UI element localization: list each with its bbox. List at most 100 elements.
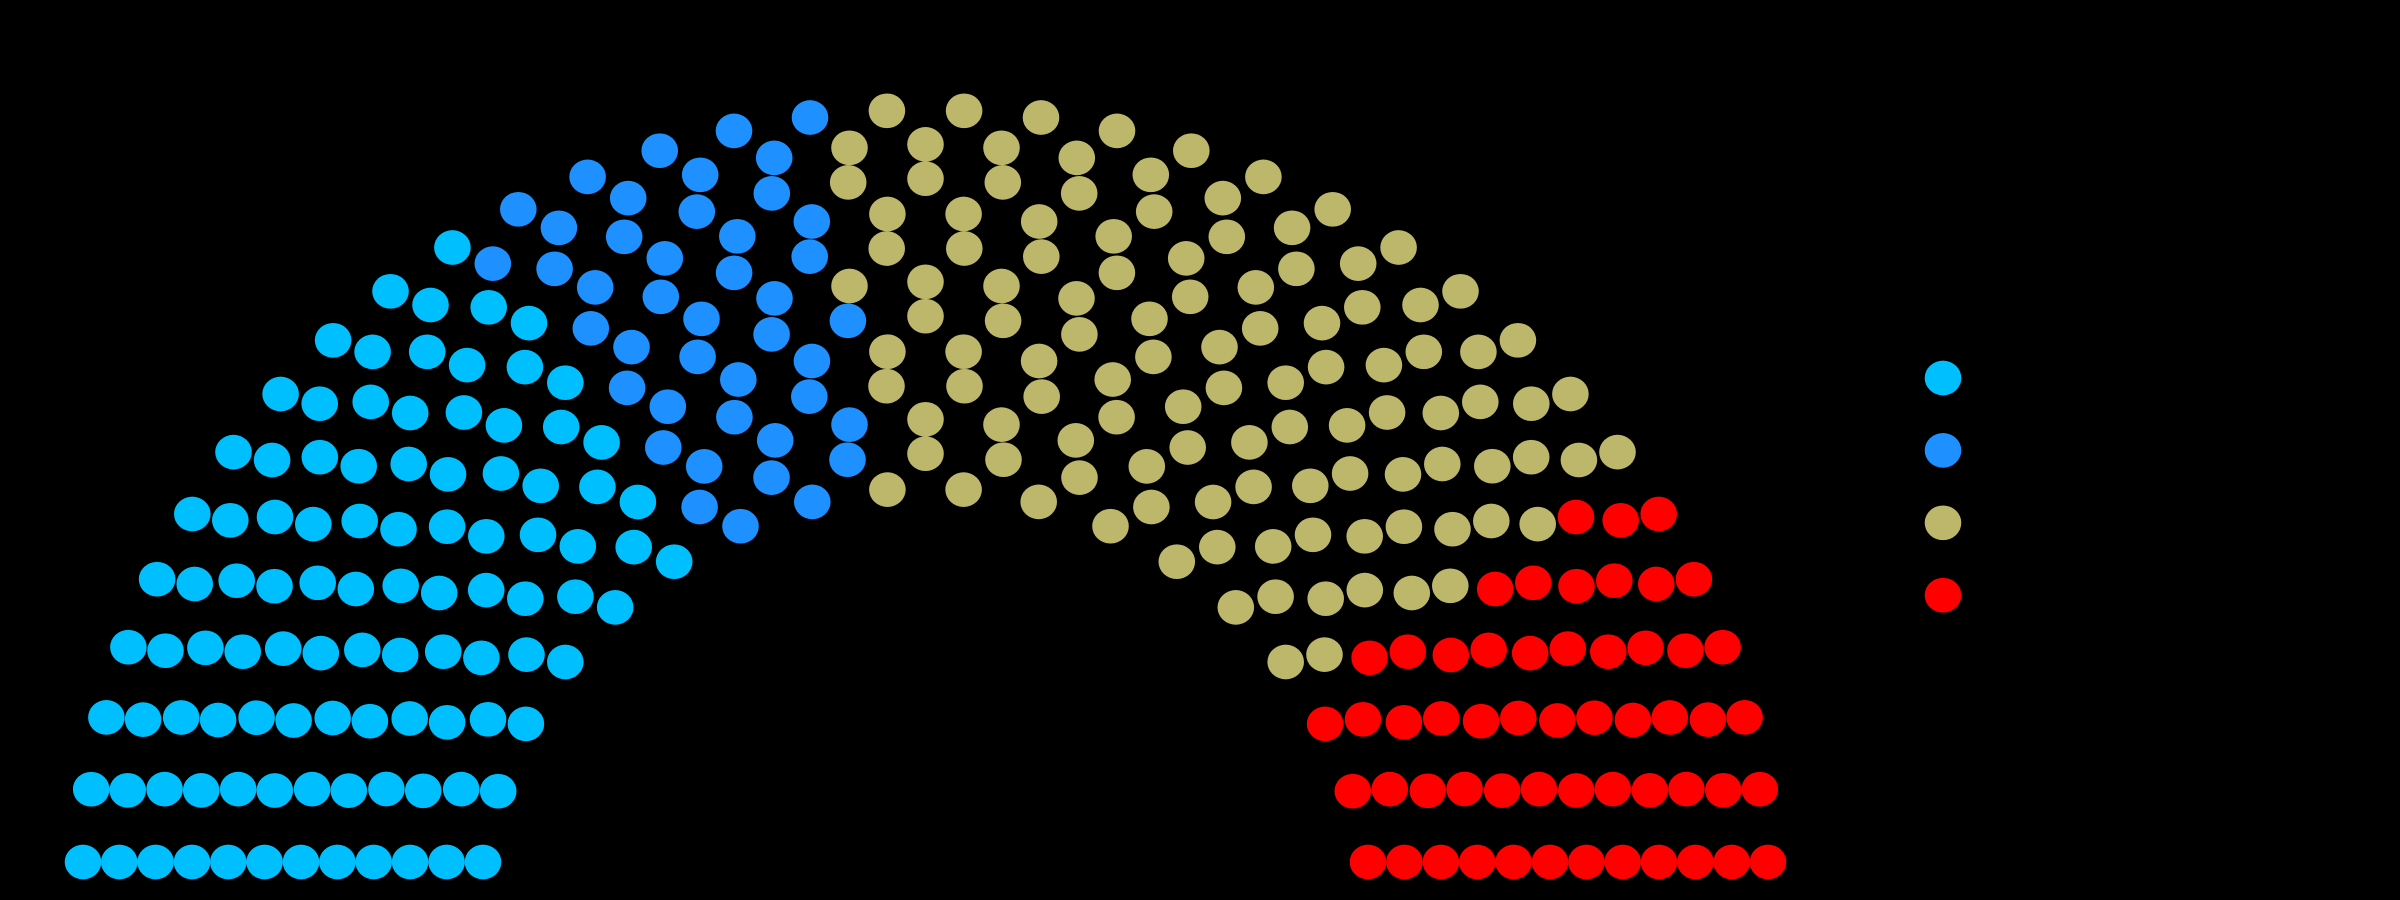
seat-dot	[256, 499, 294, 535]
seat-dot	[434, 230, 471, 265]
seat-dot	[1344, 701, 1382, 737]
seat-dot	[219, 771, 257, 807]
seat-dot	[1462, 384, 1499, 420]
seat-dot	[1173, 133, 1210, 169]
seat-dot	[793, 204, 831, 239]
seat-dot	[464, 844, 502, 880]
seat-dot	[756, 281, 793, 316]
seat-dot	[1132, 157, 1170, 193]
seat-dot	[264, 631, 302, 666]
seat-dot	[1385, 704, 1423, 740]
seat-dot	[275, 703, 312, 738]
seat-dot	[1741, 771, 1779, 807]
seat-dot	[314, 700, 352, 736]
seat-dot	[428, 844, 465, 880]
seat-dot	[1208, 219, 1246, 255]
seat-dot	[428, 509, 466, 545]
seat-dot	[212, 502, 249, 538]
seat-dot	[1380, 230, 1417, 265]
seat-dot	[576, 270, 614, 305]
seat-dot	[679, 339, 716, 375]
seat-dot	[945, 196, 982, 232]
seat-dot	[1194, 484, 1232, 520]
seat-dot	[984, 165, 1022, 200]
seat-dot	[299, 565, 337, 601]
seat-dot	[344, 632, 381, 668]
seat-dot	[646, 241, 684, 276]
seat-dot	[354, 334, 391, 370]
seat-dot	[608, 370, 646, 406]
seat-dot	[1020, 343, 1058, 379]
seat-dot	[1131, 301, 1168, 337]
seat-dot	[1098, 255, 1136, 291]
seat-dot	[380, 511, 417, 547]
seat-dot	[1675, 561, 1713, 597]
seat-dot	[1334, 773, 1372, 809]
seat-dot	[1568, 844, 1605, 880]
seat-dot	[1292, 468, 1329, 504]
seat-dot	[1515, 565, 1552, 601]
seat-dot	[1171, 279, 1209, 315]
seat-dot	[1552, 376, 1589, 412]
seat-dot	[302, 635, 340, 671]
seat-dot	[1667, 633, 1704, 669]
seat-dot	[1640, 496, 1677, 532]
legend-swatch-party-cyan	[1924, 360, 1962, 396]
seat-dot	[1539, 703, 1576, 738]
seat-dot	[678, 194, 716, 229]
seat-dot	[351, 703, 389, 739]
seat-dot	[1393, 575, 1431, 611]
seat-dot	[352, 384, 390, 420]
seat-dot	[536, 251, 573, 287]
seat-dot	[174, 496, 211, 532]
seat-dot	[330, 773, 368, 808]
seat-dot	[1677, 844, 1714, 880]
seat-dot	[442, 771, 480, 807]
seat-dot	[1434, 511, 1471, 547]
seat-dot	[1095, 218, 1132, 254]
seat-dot	[868, 231, 905, 266]
legend-swatch-party-red	[1924, 577, 1962, 613]
seat-dot	[642, 279, 680, 315]
seat-dot	[428, 704, 466, 740]
seat-dot	[569, 159, 606, 195]
seat-dot	[755, 140, 793, 176]
seat-dot	[1446, 771, 1483, 807]
seat-dot	[182, 773, 220, 808]
seat-dot	[1023, 239, 1060, 274]
seat-dot	[469, 701, 507, 737]
seat-dot	[1590, 634, 1627, 670]
seat-dot	[482, 456, 520, 491]
seat-dot	[1474, 448, 1511, 484]
seat-dot	[1344, 289, 1381, 325]
seat-dot	[1704, 629, 1741, 665]
seat-dot	[256, 568, 293, 604]
seat-dot	[1713, 844, 1750, 880]
seat-dot	[1061, 317, 1098, 352]
seat-dot	[391, 701, 429, 736]
seat-dot	[985, 442, 1022, 478]
seat-dot	[355, 844, 393, 880]
seat-dot	[445, 395, 483, 430]
seat-dot	[753, 317, 790, 352]
seat-dot	[613, 329, 650, 365]
seat-dot	[1058, 281, 1095, 316]
seat-dot	[1470, 632, 1507, 668]
seat-dot	[540, 210, 578, 246]
seat-dot	[176, 566, 213, 602]
seat-dot	[715, 255, 753, 291]
seat-dot	[391, 395, 429, 431]
seat-dot	[479, 773, 517, 809]
seat-dot	[1167, 241, 1205, 276]
seat-dot	[557, 579, 594, 615]
seat-dot	[1254, 529, 1292, 564]
seat-dot	[448, 347, 486, 383]
seat-dot	[470, 289, 508, 325]
seat-dot	[337, 571, 375, 607]
seat-dot	[1346, 572, 1384, 608]
seat-dot	[147, 633, 184, 669]
seat-dot	[218, 563, 255, 599]
seat-dot	[1640, 844, 1678, 880]
seat-dot	[1705, 772, 1742, 808]
